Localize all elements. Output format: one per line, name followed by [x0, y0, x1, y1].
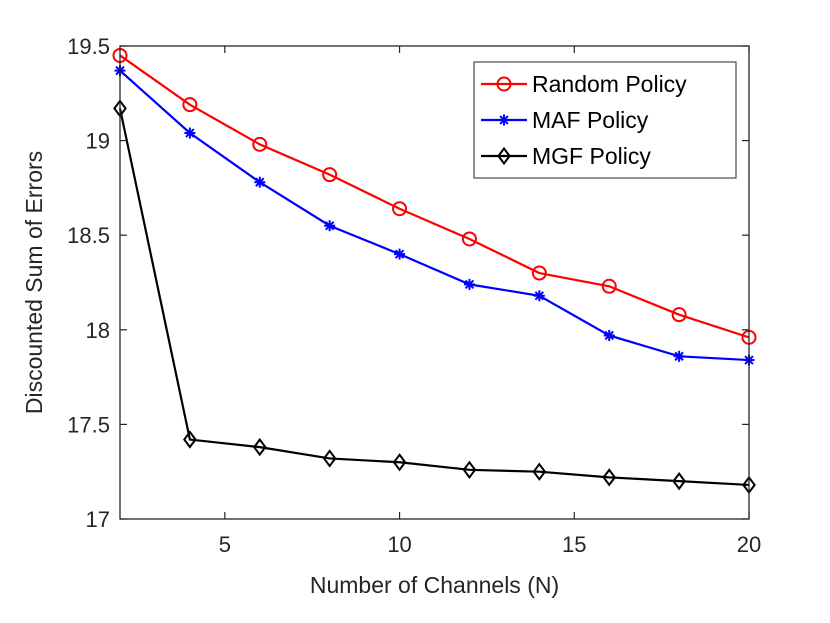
legend-entries: Random Policy MAF Policy MGF Policy	[481, 71, 687, 169]
data-point-maf-policy	[673, 350, 685, 362]
legend-label: Random Policy	[532, 71, 687, 97]
legend: Random Policy MAF Policy MGF Policy	[473, 61, 737, 179]
y-tick-label: 17.5	[67, 412, 110, 437]
y-tick-label: 18	[86, 318, 110, 343]
series-layer	[112, 47, 757, 495]
legend-marker	[496, 76, 512, 92]
data-point-random-policy	[601, 278, 617, 294]
legend-item-maf-policy: MAF Policy	[481, 107, 649, 133]
data-point-mgf-policy	[532, 462, 547, 481]
legend-item-random-policy: Random Policy	[481, 71, 687, 97]
data-point-mgf-policy	[602, 468, 617, 487]
legend-item-mgf-policy: MGF Policy	[481, 143, 651, 169]
legend-marker	[497, 146, 511, 166]
data-point-random-policy	[322, 167, 338, 183]
data-point-random-policy	[182, 97, 198, 113]
ticks-layer: 5 10 15 20 17 17.5 18 18.5 19 19.5	[67, 34, 761, 557]
data-point-random-policy	[461, 231, 477, 247]
y-tick-label: 17	[86, 507, 110, 532]
data-point-mgf-policy	[392, 453, 407, 472]
x-tick-label: 20	[737, 532, 761, 557]
data-point-maf-policy	[184, 127, 196, 139]
data-point-mgf-policy	[462, 460, 477, 479]
data-point-random-policy	[531, 265, 547, 281]
y-tick-label: 19.5	[67, 34, 110, 59]
series-line-maf-policy	[119, 69, 750, 362]
y-tick-label: 18.5	[67, 223, 110, 248]
x-tick-label: 15	[562, 532, 586, 557]
data-point-random-policy	[671, 307, 687, 323]
x-tick-label: 10	[387, 532, 411, 557]
legend-label: MGF Policy	[532, 143, 651, 169]
data-point-maf-policy	[603, 329, 615, 341]
series-line-mgf-policy	[118, 108, 750, 487]
data-point-mgf-policy	[252, 437, 267, 457]
x-tick-label: 5	[219, 532, 231, 557]
data-point-mgf-policy	[672, 471, 686, 491]
y-axis-label: Discounted Sum of Errors	[21, 151, 47, 414]
legend-label: MAF Policy	[532, 107, 649, 133]
series-line-random-policy	[119, 54, 750, 339]
data-point-mgf-policy	[183, 430, 197, 449]
x-axis-label: Number of Channels (N)	[310, 572, 559, 598]
y-tick-label: 19	[86, 129, 110, 154]
data-point-maf-policy	[463, 278, 475, 290]
data-point-maf-policy	[254, 176, 266, 188]
data-point-random-policy	[252, 136, 268, 152]
legend-marker	[498, 114, 510, 126]
data-point-maf-policy	[394, 248, 406, 260]
plot-frame	[119, 45, 750, 520]
data-point-maf-policy	[533, 290, 545, 302]
data-point-mgf-policy	[322, 449, 337, 468]
data-point-maf-policy	[324, 220, 336, 232]
data-point-random-policy	[392, 201, 408, 217]
